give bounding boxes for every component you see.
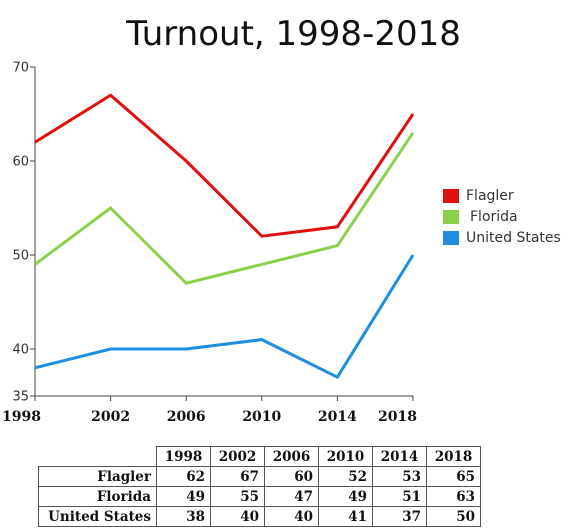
legend-swatch	[443, 189, 459, 203]
table-header: 1998	[156, 446, 211, 467]
series-line-florida	[34, 131, 415, 285]
x-tick-label: 2002	[91, 409, 130, 425]
x-tick-label: 2014	[318, 409, 357, 425]
series-line-united-states	[34, 254, 415, 380]
table-cell: 37	[372, 506, 427, 527]
table-cell: 49	[318, 486, 373, 507]
y-tick-label: 40	[12, 343, 29, 358]
table-header: 2018	[426, 446, 481, 467]
table-cell: 63	[426, 486, 481, 507]
table-cell: 40	[264, 506, 319, 527]
table-cell: 60	[264, 466, 319, 487]
table-header: 2010	[318, 446, 373, 467]
table-cell: 38	[156, 506, 211, 527]
table-cell: 40	[210, 506, 265, 527]
table-corner	[38, 446, 157, 467]
table-header-row: 1998 2002 2006 2010 2014 2018	[38, 446, 481, 467]
series-line-flagler	[34, 93, 415, 238]
x-tick-label: 2006	[167, 409, 206, 425]
legend-label: United States	[466, 230, 561, 246]
x-tick-label: 2018	[378, 409, 417, 425]
table-cell: 62	[156, 466, 211, 487]
table-row-label: United States	[38, 506, 157, 527]
legend-swatch	[443, 210, 459, 224]
table-header: 2006	[264, 446, 319, 467]
table-cell: 41	[318, 506, 373, 527]
legend-item-florida: Florida	[443, 207, 561, 227]
chart-title: Turnout, 1998-2018	[126, 14, 461, 54]
line-chart: 35 40 50 60 70 1998 2002 2006 2010 2014 2018	[2, 61, 417, 426]
table-header: 2002	[210, 446, 265, 467]
y-tick-label: 50	[12, 249, 29, 264]
y-tick-label: 35	[12, 390, 29, 405]
legend-label: Florida	[470, 209, 518, 225]
table-cell: 49	[156, 486, 211, 507]
table-header: 2014	[372, 446, 427, 467]
table-cell: 67	[210, 466, 265, 487]
legend: Flagler Florida United States	[443, 186, 561, 249]
data-table: 1998 2002 2006 2010 2014 2018 Flagler 62…	[38, 446, 481, 527]
table-row-label: Florida	[38, 486, 157, 507]
table-row: United States 38 40 40 41 37 50	[38, 506, 481, 527]
y-tick-label: 60	[12, 155, 29, 170]
table-row: Flagler 62 67 60 52 53 65	[38, 466, 481, 487]
table-row: Florida 49 55 47 49 51 63	[38, 486, 481, 507]
legend-label: Flagler	[466, 188, 514, 204]
legend-swatch	[443, 231, 459, 245]
x-tick-label: 1998	[2, 409, 41, 425]
y-tick-label: 70	[12, 61, 29, 76]
legend-item-flagler: Flagler	[443, 186, 561, 206]
table-row-label: Flagler	[38, 466, 157, 487]
table-cell: 65	[426, 466, 481, 487]
table-cell: 47	[264, 486, 319, 507]
table-cell: 53	[372, 466, 427, 487]
table-cell: 55	[210, 486, 265, 507]
table-cell: 52	[318, 466, 373, 487]
x-tick-label: 2010	[242, 409, 281, 425]
table-cell: 51	[372, 486, 427, 507]
table-cell: 50	[426, 506, 481, 527]
legend-item-united-states: United States	[443, 228, 561, 248]
